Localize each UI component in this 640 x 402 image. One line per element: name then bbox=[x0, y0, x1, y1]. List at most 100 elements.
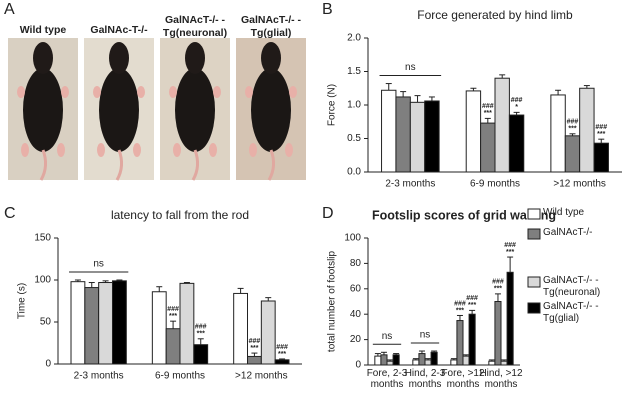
legend-swatch bbox=[527, 276, 541, 288]
significance: *** bbox=[484, 110, 492, 117]
paw bbox=[209, 143, 217, 157]
mouse-head bbox=[185, 42, 205, 74]
legend-label-box: GalNAcT-/- - Tg(neuronal) bbox=[543, 275, 601, 298]
mouse-head bbox=[261, 42, 281, 74]
bar bbox=[468, 313, 476, 366]
x-tick-label: 6-9 months bbox=[155, 371, 205, 382]
mouse-head bbox=[109, 42, 129, 74]
mouse-tail bbox=[191, 149, 200, 181]
x-tick-label: 2-3 months bbox=[385, 179, 435, 190]
significance: *** bbox=[250, 345, 258, 352]
bar bbox=[260, 300, 276, 365]
paw bbox=[249, 143, 257, 157]
legend-swatch bbox=[527, 302, 541, 314]
bar bbox=[386, 360, 394, 366]
bar bbox=[84, 287, 100, 365]
ns-label: ns bbox=[420, 330, 431, 341]
y-tick-label: 0 bbox=[355, 360, 361, 371]
x-tick-label-box: Fore, 2-3 months bbox=[367, 368, 408, 390]
bar bbox=[412, 359, 420, 366]
bar bbox=[392, 354, 400, 366]
photo-label: GalNAcT-/- - bbox=[165, 14, 226, 26]
bar bbox=[494, 77, 510, 173]
panel-letter: A bbox=[4, 1, 15, 18]
mouse-body bbox=[251, 68, 291, 152]
legend-label: Wild type bbox=[543, 207, 585, 218]
bar bbox=[462, 355, 470, 366]
bar bbox=[500, 360, 508, 366]
x-tick-label: >12 months bbox=[553, 179, 606, 190]
bar bbox=[409, 101, 426, 173]
x-tick-label: Hind, 2-3 months bbox=[404, 368, 446, 390]
bar bbox=[381, 89, 397, 173]
significance: *** bbox=[278, 351, 286, 358]
significance: ### bbox=[195, 324, 207, 331]
bar bbox=[465, 90, 482, 173]
bar bbox=[247, 355, 262, 365]
significance: ### bbox=[249, 338, 261, 345]
mouse-body bbox=[175, 68, 215, 152]
mouse-tail bbox=[39, 149, 48, 181]
paw bbox=[93, 86, 101, 98]
x-tick-label-box: Hind, >12 months bbox=[479, 368, 522, 390]
mouse-tail bbox=[267, 149, 276, 181]
bar bbox=[274, 359, 290, 365]
legend-label-box: GalNAcT-/- - Tg(glial) bbox=[543, 301, 599, 324]
significance: ### bbox=[511, 97, 523, 104]
mouse-head bbox=[33, 42, 53, 74]
x-tick-label-box: Fore, >12 months bbox=[441, 368, 485, 390]
bar bbox=[424, 100, 440, 173]
bar bbox=[450, 359, 458, 366]
legend-label: GalNAcT-/- bbox=[543, 227, 593, 238]
significance: *** bbox=[506, 249, 514, 256]
y-tick-label: 0 bbox=[45, 359, 51, 370]
x-tick-label: Fore, >12 months bbox=[441, 368, 485, 390]
panel-letter: D bbox=[322, 205, 334, 222]
paw bbox=[245, 86, 253, 98]
y-tick-label: 1.0 bbox=[347, 100, 361, 111]
bar bbox=[193, 344, 209, 365]
legend-label: GalNAcT-/- - Tg(neuronal) bbox=[543, 275, 601, 298]
x-tick-label: 6-9 months bbox=[470, 179, 520, 190]
bar bbox=[374, 355, 382, 366]
x-tick-label: >12 months bbox=[235, 371, 288, 382]
significance: ### bbox=[504, 242, 516, 249]
ns-label: ns bbox=[405, 62, 416, 73]
chart-title: latency to fall from the rod bbox=[111, 208, 249, 222]
bar bbox=[430, 351, 438, 366]
y-tick-label: 0.5 bbox=[347, 133, 361, 144]
paw bbox=[289, 86, 297, 98]
bar bbox=[179, 282, 195, 365]
paw bbox=[57, 143, 65, 157]
significance: *** bbox=[597, 131, 605, 138]
significance: ### bbox=[466, 295, 478, 302]
y-tick-label: 60 bbox=[350, 283, 362, 294]
paw bbox=[169, 86, 177, 98]
paw bbox=[21, 143, 29, 157]
mouse-body bbox=[99, 68, 139, 152]
bar bbox=[424, 359, 432, 366]
paw bbox=[213, 86, 221, 98]
y-tick-label: 1.5 bbox=[347, 66, 361, 77]
paw bbox=[133, 143, 141, 157]
photo-label: GalNAc-T-/- bbox=[90, 24, 148, 36]
paw bbox=[285, 143, 293, 157]
bar bbox=[98, 282, 113, 365]
y-tick-label: 80 bbox=[350, 258, 362, 269]
bar bbox=[151, 291, 167, 365]
legend-swatch bbox=[527, 228, 541, 240]
x-tick-label-box: Hind, 2-3 months bbox=[404, 368, 446, 390]
ns-label: ns bbox=[93, 259, 104, 270]
significance: *** bbox=[468, 302, 476, 309]
significance: *** bbox=[169, 313, 177, 320]
y-axis-label: Force (N) bbox=[327, 84, 338, 126]
significance: ### bbox=[276, 344, 288, 351]
bar bbox=[456, 320, 464, 366]
legend-label-box: GalNAcT-/- bbox=[543, 227, 593, 238]
bar bbox=[418, 353, 426, 366]
bar bbox=[579, 87, 595, 173]
photo-label: GalNAcT-/- - bbox=[241, 14, 302, 26]
legend-label-box: Wild type bbox=[543, 207, 585, 218]
photo-label: Tg(glial) bbox=[251, 27, 292, 39]
